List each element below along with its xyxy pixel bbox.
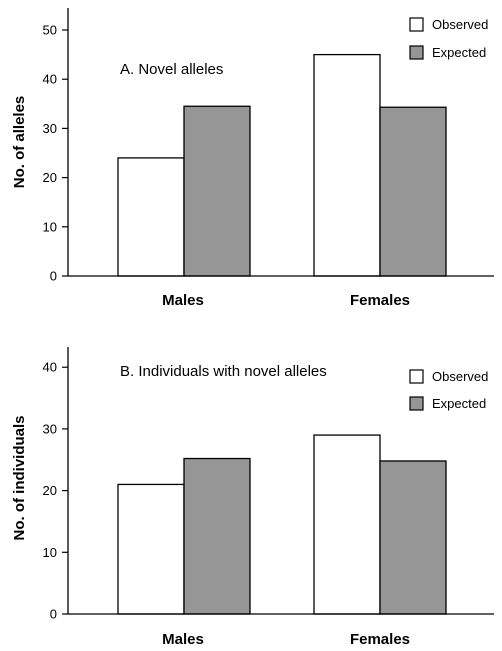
y-tick-label: 10 — [43, 545, 57, 560]
bar-observed-females — [313, 53, 381, 277]
category-label: Males — [162, 292, 204, 309]
y-tick-label: 20 — [43, 170, 57, 185]
y-axis-label: No. of individuals — [11, 415, 28, 540]
chart-panel-b: Males Females 0 10 20 30 40 No. of individuals B… — [11, 347, 494, 648]
legend-label-expected: Expected — [432, 396, 486, 411]
category-label: Females — [350, 292, 410, 309]
legend-label-expected: Expected — [432, 45, 486, 60]
y-tick-label: 0 — [50, 269, 57, 284]
panel-title: B. Individuals with novel alleles — [120, 363, 327, 380]
legend-swatch-observed — [409, 17, 424, 32]
legend-label-observed: Observed — [432, 17, 488, 32]
legend-swatch-observed — [409, 369, 424, 384]
y-tick-label: 30 — [43, 121, 57, 136]
y-axis-label: No. of alleles — [11, 96, 28, 189]
y-tick-label: 50 — [43, 23, 57, 38]
y-tick-label: 40 — [43, 72, 57, 87]
category-label: Males — [162, 631, 204, 648]
y-tick-label: 0 — [50, 607, 57, 622]
y-tick-label: 10 — [43, 219, 57, 234]
bar-observed-females — [313, 434, 381, 615]
chart-panel-a: Males Females 0 10 20 30 40 50 No. of alleles A. … — [11, 8, 494, 309]
y-tick-label: 20 — [43, 483, 57, 498]
legend-swatch-expected — [409, 45, 424, 60]
bar-observed-males — [117, 483, 185, 615]
bar-observed-males — [117, 157, 185, 277]
y-tick-label: 40 — [43, 360, 57, 375]
y-tick-label: 30 — [43, 421, 57, 436]
bar-expected-females — [379, 460, 447, 615]
panel-title: A. Novel alleles — [120, 61, 223, 78]
category-label: Females — [350, 631, 410, 648]
bar-expected-females — [379, 106, 447, 277]
legend-swatch-expected — [409, 396, 424, 411]
bar-expected-males — [183, 105, 251, 277]
bar-expected-males — [183, 457, 251, 615]
legend-label-observed: Observed — [432, 369, 488, 384]
